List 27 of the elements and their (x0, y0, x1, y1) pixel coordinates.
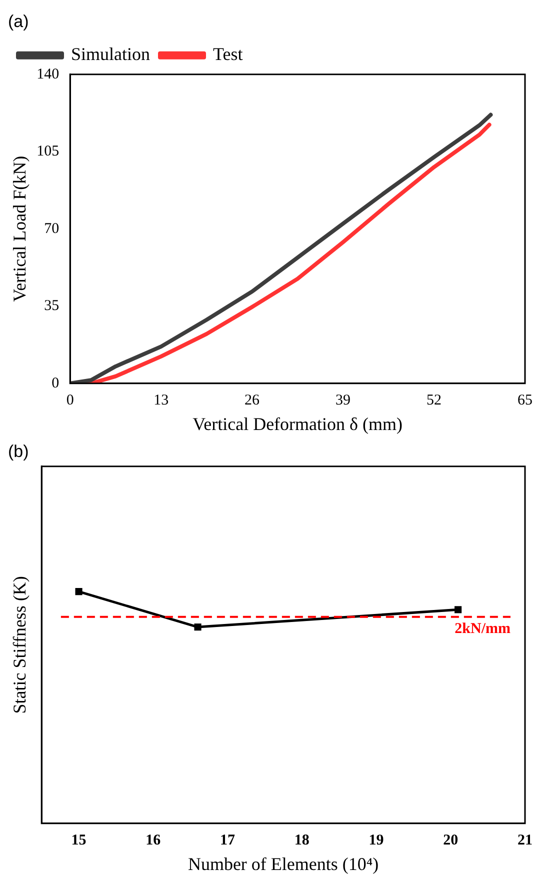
y-tick-label: 105 (36, 144, 60, 160)
x-axis-title: Vertical Deformation δ (mm) (192, 414, 403, 434)
x-tick-label: 17 (220, 832, 236, 848)
ref-line-label: 2kN/mm (454, 621, 511, 638)
x-tick-label: 16 (146, 832, 162, 848)
x-tick-label: 0 (66, 392, 74, 408)
x-tick-label: 65 (518, 392, 532, 408)
y-tick-label: 35 (44, 298, 60, 314)
x-tick-label: 39 (336, 392, 351, 408)
y-tick-label: 70 (44, 220, 60, 237)
x-tick-label: 52 (426, 392, 442, 408)
y-tick-label: 0 (52, 375, 60, 392)
x-tick-label: 19 (368, 832, 384, 848)
chart-title: (b) (8, 442, 29, 461)
x-tick-label: 18 (294, 832, 310, 848)
x-tick-label: 15 (71, 832, 86, 848)
x-tick-label: 21 (518, 832, 532, 848)
x-tick-label: 20 (443, 832, 458, 848)
legend-label: Test (213, 44, 243, 64)
x-tick-label: 26 (244, 392, 260, 408)
legend-label: Simulation (71, 44, 150, 64)
y-axis-title: Static Stiffness (K) (10, 576, 30, 714)
x-tick-label: 13 (154, 392, 169, 408)
chart-title: (a) (8, 12, 29, 31)
y-tick-label: 140 (36, 66, 60, 82)
y-axis-title: Vertical Load F(kN) (10, 156, 30, 302)
x-axis-title: Number of Elements (10⁴) (188, 854, 379, 874)
